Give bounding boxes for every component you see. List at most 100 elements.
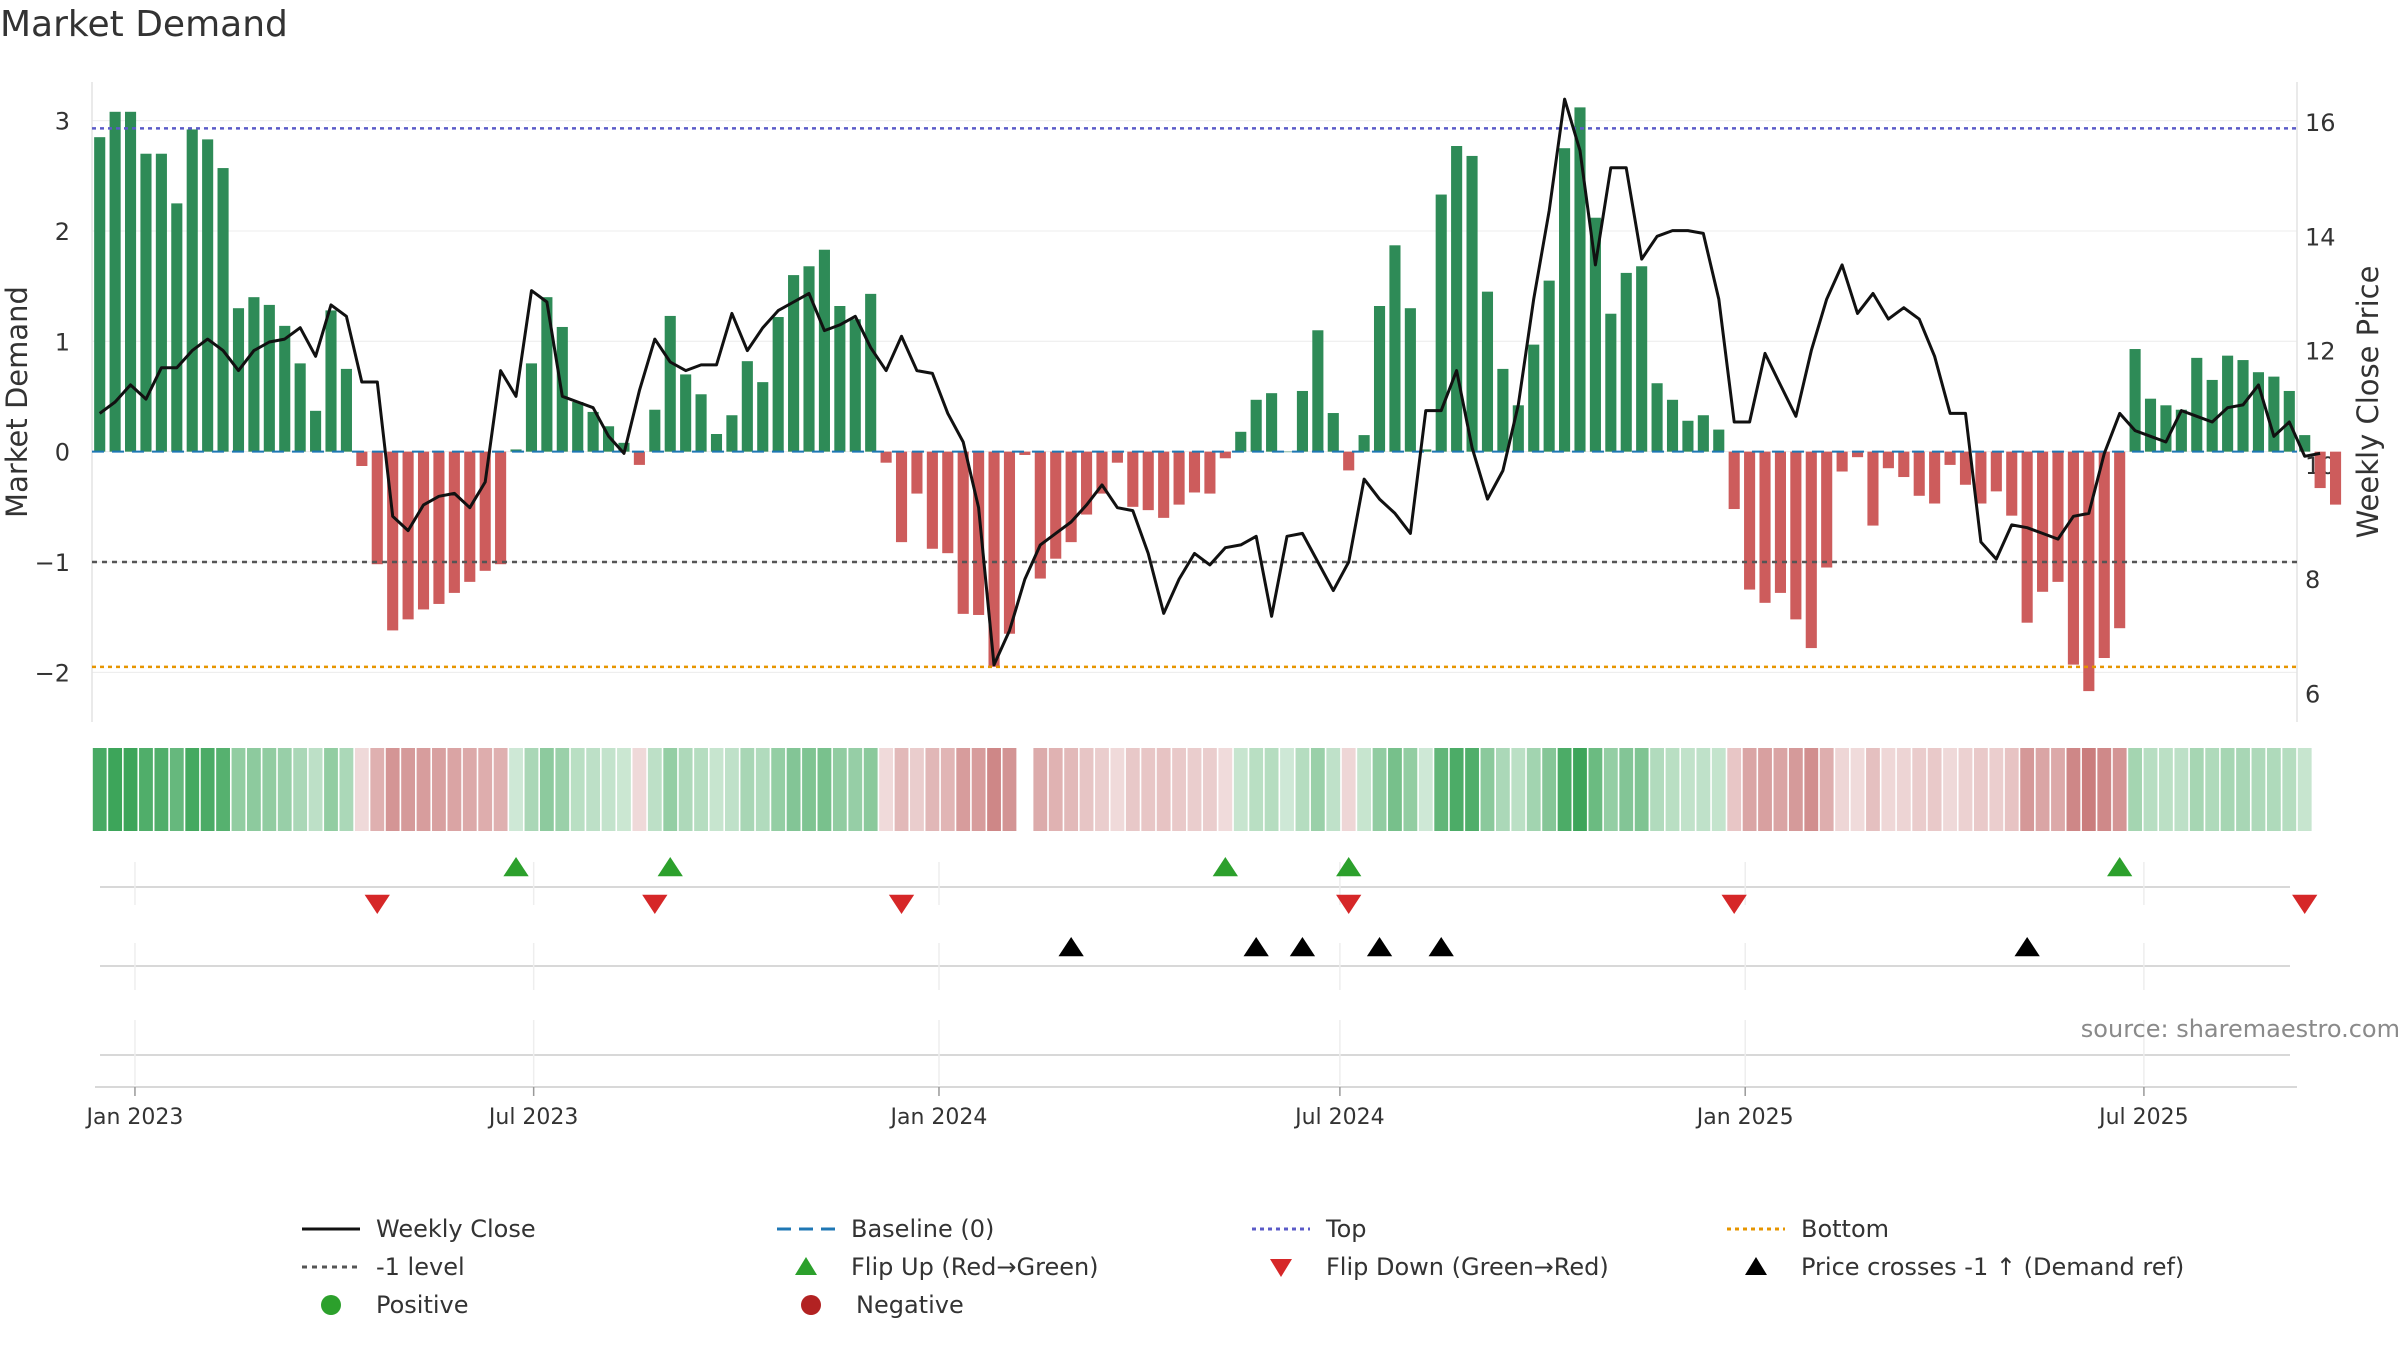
flip-down-marker (642, 894, 668, 914)
legend-line-baseline (775, 1214, 837, 1244)
legend-label-flip-down: Flip Down (Green→Red) (1326, 1253, 1609, 1281)
heat-cell (1357, 748, 1372, 831)
demand-bar (895, 451, 908, 543)
demand-bar (2299, 435, 2311, 452)
y-tick-left: 2 (55, 218, 70, 246)
flip-down-icon (1250, 1252, 1312, 1282)
heat-cell (139, 748, 153, 831)
heat-cell (416, 748, 431, 831)
flip-down-marker (1721, 894, 1747, 914)
legend-label-positive: Positive (376, 1291, 469, 1319)
demand-bar (1589, 217, 1601, 452)
demand-bar (680, 374, 692, 452)
heat-cell (1341, 748, 1356, 831)
heat-cell (478, 748, 493, 831)
heat-cell (1218, 748, 1233, 831)
demand-bar (772, 317, 784, 452)
heat-cell (1819, 748, 1834, 831)
heat-cell (1573, 748, 1587, 831)
heat-cell (2020, 748, 2035, 831)
demand-bar (325, 310, 337, 452)
demand-bar (942, 451, 954, 554)
heat-cell (956, 748, 971, 831)
heat-cell (1125, 748, 1140, 831)
flip-up-marker (503, 857, 529, 877)
heat-cell (1804, 748, 1819, 831)
heat-cell (1788, 748, 1803, 831)
heat-cell (2282, 748, 2297, 831)
demand-bar (1836, 451, 1848, 472)
heat-cell (354, 748, 369, 831)
heat-cell (123, 748, 138, 831)
legend-label-baseline: Baseline (0) (851, 1215, 995, 1243)
heat-cell (1742, 748, 1757, 831)
legend-line-bottom (1725, 1214, 1787, 1244)
demand-bar (1559, 148, 1571, 452)
demand-bar (387, 451, 399, 631)
heat-cell (570, 748, 585, 831)
heat-cell (1542, 748, 1557, 831)
heat-cell (370, 748, 385, 831)
price-cross-marker (1366, 937, 1393, 957)
x-tick-label: Jul 2023 (487, 1105, 579, 1130)
demand-bar (371, 451, 383, 565)
demand-bar (1959, 451, 1972, 485)
heat-cell (108, 748, 123, 831)
demand-bar (1281, 451, 1293, 453)
heat-cell (1187, 748, 1202, 831)
heat-cell (879, 748, 894, 831)
legend-item-level: -1 level (300, 1252, 775, 1282)
legend-item-negative: Negative (780, 1290, 1260, 1320)
heat-cell (1033, 748, 1048, 831)
heat-cell (848, 748, 863, 831)
demand-bar (1990, 451, 2002, 492)
heat-cell (185, 748, 200, 831)
heat-cell (740, 748, 755, 831)
demand-bar (140, 153, 152, 452)
demand-bar (1065, 451, 1077, 543)
demand-bar (664, 315, 676, 452)
demand-bar (1543, 280, 1555, 452)
heat-cell (293, 748, 308, 831)
demand-bar (1389, 245, 1401, 452)
heat-cell (1634, 748, 1649, 831)
heat-cell (601, 748, 616, 831)
cross-up-icon (1725, 1252, 1787, 1282)
demand-bar (356, 451, 368, 466)
heat-cell (1264, 748, 1279, 831)
demand-bar (171, 203, 183, 452)
demand-bar (1235, 431, 1247, 452)
legend-line-close (300, 1214, 362, 1244)
heat-cell (894, 748, 909, 831)
heat-cell (1388, 748, 1402, 831)
heat-cell (1511, 748, 1526, 831)
heat-cell (2236, 748, 2250, 831)
legend-item-flip-down: Flip Down (Green→Red) (1250, 1252, 1725, 1282)
demand-bar (988, 451, 1000, 667)
heat-cell (509, 748, 523, 831)
heat-cell (324, 748, 338, 831)
y-tick-right: 8 (2305, 566, 2320, 594)
legend-row: Weekly Close Baseline (0) Top Bottom (300, 1210, 2200, 1248)
demand-bar (1697, 415, 1709, 452)
demand-bar (479, 451, 491, 571)
demand-bar (1420, 449, 1432, 452)
demand-bar (1081, 451, 1093, 515)
source-credit: source: sharemaestro.com (2080, 1015, 2400, 1043)
heat-cell (1773, 748, 1788, 831)
y-tick-right: 12 (2305, 338, 2336, 366)
heat-cell (2159, 748, 2173, 831)
demand-bar (2191, 357, 2203, 452)
legend-label-top: Top (1326, 1215, 1367, 1243)
heat-cell (1526, 748, 1541, 831)
heat-cell (246, 748, 261, 831)
y-axis-label-right: Weekly Close Price (2351, 266, 2385, 539)
flip-up-icon (775, 1252, 837, 1282)
demand-bar (957, 451, 969, 614)
heat-cell (725, 748, 739, 831)
demand-bar (1790, 451, 1802, 620)
heat-cell (2035, 748, 2050, 831)
demand-bar (834, 306, 846, 452)
flip-down-marker (888, 894, 915, 914)
demand-bar (1713, 429, 1725, 452)
